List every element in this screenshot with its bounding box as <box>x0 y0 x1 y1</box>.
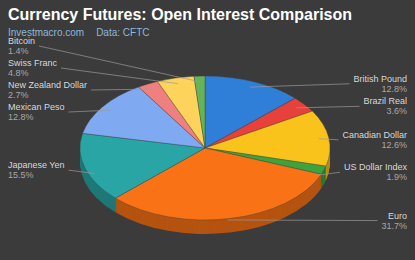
labels: British Pound12.8%Brazil Real3.6%Canadia… <box>8 36 407 231</box>
data-label: 4.8% <box>8 68 29 78</box>
data-label: 15.5% <box>8 170 34 180</box>
leader-line <box>69 170 95 173</box>
data-label: 31.7% <box>381 221 407 231</box>
slice-label: Brazil Real <box>363 96 407 106</box>
leader-line <box>228 219 378 221</box>
slice-label: New Zealand Dollar <box>8 80 87 90</box>
source: Data: CFTC <box>96 27 149 38</box>
background <box>0 0 415 260</box>
slice-label: Japanese Yen <box>8 160 65 170</box>
pie-top <box>80 76 330 220</box>
leader-line <box>314 172 340 175</box>
data-label: 3.6% <box>386 106 407 116</box>
leader-line <box>296 106 359 107</box>
slice-label: British Pound <box>353 74 407 84</box>
slice-label: Swiss Franc <box>8 58 58 68</box>
leader-line <box>61 68 178 84</box>
leader-line <box>250 84 349 87</box>
slice <box>157 76 205 148</box>
title: Currency Futures: Open Interest Comparis… <box>8 6 352 23</box>
slice-label: US Dollar Index <box>344 162 408 172</box>
data-label: 1.9% <box>386 172 407 182</box>
leader-line <box>69 110 111 112</box>
pie <box>80 76 330 234</box>
data-label: 12.6% <box>381 140 407 150</box>
slice-label: Bitcoin <box>8 36 35 46</box>
slice <box>194 76 205 148</box>
slice-label: Mexican Peso <box>8 102 65 112</box>
leader-line <box>91 89 152 91</box>
data-label: 1.4% <box>8 46 29 56</box>
leader-line <box>39 46 200 82</box>
pie-side <box>80 77 330 221</box>
data-label: 12.8% <box>8 112 34 122</box>
data-label: 2.7% <box>8 90 29 100</box>
chart: Currency Futures: Open Interest Comparis… <box>0 0 415 260</box>
leader-line <box>319 139 339 140</box>
slice-label: Canadian Dollar <box>342 130 407 140</box>
slice-label: Euro <box>388 211 407 221</box>
data-label: 12.8% <box>381 84 407 94</box>
